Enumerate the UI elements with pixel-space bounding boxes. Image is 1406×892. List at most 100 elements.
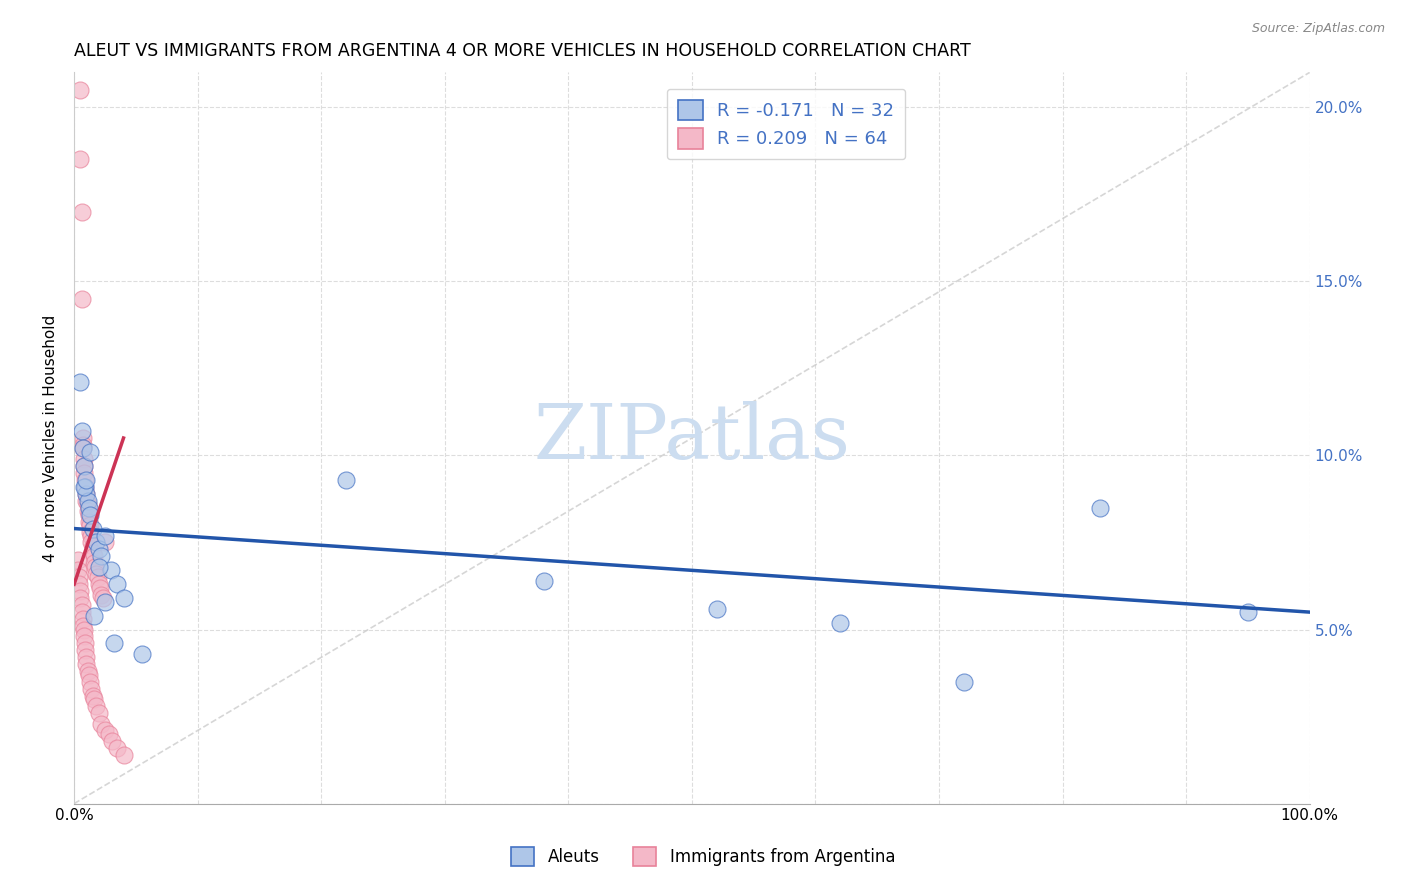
Point xyxy=(79,508,101,522)
Text: ALEUT VS IMMIGRANTS FROM ARGENTINA 4 OR MORE VEHICLES IN HOUSEHOLD CORRELATION C: ALEUT VS IMMIGRANTS FROM ARGENTINA 4 OR … xyxy=(75,42,970,60)
Point xyxy=(70,292,93,306)
Point xyxy=(73,451,96,466)
Point xyxy=(533,574,555,588)
Point xyxy=(79,524,101,539)
Text: ZIPatlas: ZIPatlas xyxy=(533,401,851,475)
Point xyxy=(335,473,357,487)
Point xyxy=(89,581,111,595)
Point xyxy=(105,577,128,591)
Point xyxy=(82,539,104,553)
Point xyxy=(79,445,101,459)
Point xyxy=(73,630,96,644)
Point xyxy=(77,500,100,515)
Point xyxy=(80,681,103,696)
Point xyxy=(94,595,117,609)
Point xyxy=(83,608,105,623)
Point xyxy=(75,636,97,650)
Point xyxy=(66,563,89,577)
Point xyxy=(100,563,122,577)
Point xyxy=(72,442,94,456)
Legend: Aleuts, Immigrants from Argentina: Aleuts, Immigrants from Argentina xyxy=(502,838,904,875)
Point xyxy=(131,647,153,661)
Point xyxy=(90,716,112,731)
Point xyxy=(75,487,97,501)
Point xyxy=(84,559,107,574)
Point xyxy=(73,458,96,473)
Point xyxy=(77,508,100,522)
Point xyxy=(83,692,105,706)
Point xyxy=(87,559,110,574)
Point xyxy=(69,83,91,97)
Point xyxy=(70,598,93,612)
Point xyxy=(82,689,104,703)
Point xyxy=(105,740,128,755)
Point xyxy=(101,734,124,748)
Point xyxy=(66,553,89,567)
Point xyxy=(69,591,91,606)
Point xyxy=(83,549,105,564)
Point xyxy=(72,612,94,626)
Point xyxy=(103,636,125,650)
Point xyxy=(79,674,101,689)
Point xyxy=(76,665,98,679)
Point xyxy=(75,493,97,508)
Point xyxy=(87,577,110,591)
Point xyxy=(75,657,97,672)
Point xyxy=(67,570,90,584)
Point xyxy=(82,522,104,536)
Point xyxy=(94,723,117,738)
Point xyxy=(82,546,104,560)
Point xyxy=(75,473,97,487)
Point xyxy=(86,570,108,584)
Point xyxy=(112,747,135,762)
Point xyxy=(86,566,108,581)
Point xyxy=(830,615,852,630)
Point xyxy=(86,699,108,714)
Point xyxy=(72,431,94,445)
Point xyxy=(952,674,974,689)
Point xyxy=(1088,500,1111,515)
Point xyxy=(97,727,120,741)
Point xyxy=(80,528,103,542)
Y-axis label: 4 or more Vehicles in Household: 4 or more Vehicles in Household xyxy=(44,314,58,562)
Text: Source: ZipAtlas.com: Source: ZipAtlas.com xyxy=(1251,22,1385,36)
Point xyxy=(83,557,105,571)
Point xyxy=(69,584,91,599)
Point xyxy=(76,504,98,518)
Point xyxy=(72,438,94,452)
Point xyxy=(70,605,93,619)
Legend: R = -0.171   N = 32, R = 0.209   N = 64: R = -0.171 N = 32, R = 0.209 N = 64 xyxy=(666,89,905,160)
Point xyxy=(86,535,108,549)
Point xyxy=(112,591,135,606)
Point xyxy=(90,549,112,564)
Point xyxy=(72,442,94,456)
Point xyxy=(70,424,93,438)
Point xyxy=(87,706,110,720)
Point xyxy=(80,535,103,549)
Point xyxy=(75,480,97,494)
Point xyxy=(67,577,90,591)
Point xyxy=(90,588,112,602)
Point xyxy=(87,542,110,557)
Point xyxy=(72,619,94,633)
Point xyxy=(73,480,96,494)
Point xyxy=(94,535,117,549)
Point xyxy=(75,643,97,657)
Point xyxy=(75,473,97,487)
Point xyxy=(73,466,96,480)
Point xyxy=(73,458,96,473)
Point xyxy=(77,515,100,529)
Point xyxy=(94,528,117,542)
Point xyxy=(75,487,97,501)
Point xyxy=(79,518,101,533)
Point xyxy=(77,667,100,681)
Point xyxy=(76,493,98,508)
Point xyxy=(91,591,114,606)
Point xyxy=(1237,605,1260,619)
Point xyxy=(706,601,728,615)
Point xyxy=(70,204,93,219)
Point xyxy=(76,497,98,511)
Point xyxy=(69,376,91,390)
Point xyxy=(69,153,91,167)
Point xyxy=(73,623,96,637)
